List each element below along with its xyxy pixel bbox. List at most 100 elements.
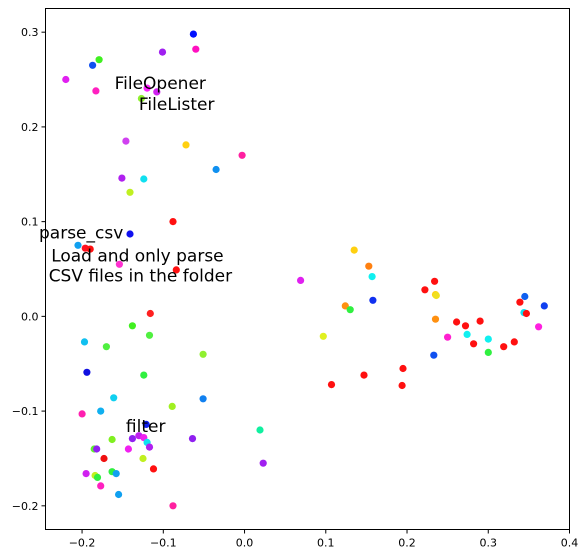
data-point (432, 291, 440, 300)
data-point (95, 56, 103, 64)
data-point (110, 394, 118, 402)
data-point (327, 381, 336, 389)
data-point (172, 266, 180, 274)
annotation-label: CSV files in the folder (49, 266, 232, 286)
y-tick-label: 0.1 (21, 216, 39, 229)
data-point (108, 435, 116, 444)
data-point (112, 470, 120, 478)
y-axis: −0.2 −0.1 0.0 0.1 0.2 0.3 (12, 26, 46, 513)
data-point (82, 470, 90, 478)
data-point (102, 343, 110, 351)
data-point (199, 395, 207, 403)
data-point (62, 75, 70, 84)
data-point (74, 241, 82, 249)
data-point (153, 88, 161, 96)
data-point (146, 309, 154, 318)
data-point (484, 335, 492, 343)
data-point (182, 141, 190, 149)
data-point (540, 302, 548, 310)
data-point (297, 276, 305, 284)
data-point (484, 348, 492, 356)
data-point (421, 286, 429, 294)
data-point (143, 84, 151, 92)
data-point (350, 246, 358, 254)
data-point (430, 351, 438, 359)
x-tick-label: −0.2 (69, 537, 96, 550)
data-point (115, 260, 123, 268)
data-point (86, 245, 94, 253)
data-point (118, 174, 126, 182)
data-point (145, 331, 154, 339)
data-point (259, 459, 267, 467)
data-point (199, 350, 207, 358)
data-point (97, 482, 105, 490)
data-point (145, 443, 154, 451)
annotation-label: FileLister (139, 95, 215, 115)
points-layer (62, 30, 548, 510)
data-point (97, 407, 105, 415)
data-point (169, 502, 177, 510)
data-point (124, 445, 132, 453)
data-point (238, 151, 246, 159)
data-point (137, 94, 145, 103)
data-point (169, 218, 177, 226)
y-tick-label: −0.1 (12, 405, 39, 418)
data-point (140, 371, 148, 379)
data-point (83, 368, 91, 376)
y-tick-label: 0.0 (21, 310, 39, 323)
data-point (100, 454, 108, 463)
data-point (470, 340, 478, 348)
data-point (444, 333, 452, 341)
data-point (168, 402, 176, 410)
y-tick-label: 0.2 (21, 121, 39, 134)
data-point (346, 306, 354, 314)
data-point (369, 296, 377, 304)
plot-frame (45, 8, 570, 530)
data-point (319, 332, 327, 340)
data-point (365, 262, 373, 270)
x-tick-label: −0.1 (150, 537, 177, 550)
data-point (149, 465, 158, 473)
data-point (126, 230, 134, 238)
data-point (128, 435, 136, 443)
x-tick-label: 0.3 (480, 537, 498, 550)
x-tick-label: 0.1 (317, 537, 335, 550)
data-point (463, 330, 471, 338)
data-point (140, 175, 148, 183)
data-point (189, 30, 197, 38)
data-point (158, 48, 167, 56)
data-point (522, 309, 531, 318)
data-point (516, 298, 524, 306)
data-point (360, 371, 368, 379)
data-point (521, 292, 529, 301)
data-point (126, 188, 134, 196)
data-point (80, 338, 89, 346)
data-point (399, 364, 407, 373)
data-point (398, 381, 406, 390)
data-point (431, 277, 439, 285)
annotation-label: parse_csv (39, 224, 123, 244)
data-point (142, 420, 150, 428)
data-point (500, 343, 508, 351)
data-point (139, 454, 147, 463)
annotation-label: filter (126, 417, 166, 437)
data-point (93, 445, 101, 453)
annotation-label: Load and only parse (51, 246, 223, 266)
data-point (535, 323, 543, 331)
data-point (510, 338, 518, 346)
data-point (476, 317, 484, 325)
y-tick-label: −0.2 (12, 500, 39, 513)
data-point (192, 45, 200, 53)
data-point (188, 435, 197, 443)
data-point (78, 410, 86, 418)
data-point (453, 318, 461, 326)
data-point (461, 322, 470, 330)
data-point (431, 315, 440, 323)
data-point (212, 165, 220, 174)
data-point (256, 426, 264, 434)
data-point (89, 61, 97, 69)
data-point (93, 473, 102, 481)
x-tick-label: 0.0 (236, 537, 254, 550)
